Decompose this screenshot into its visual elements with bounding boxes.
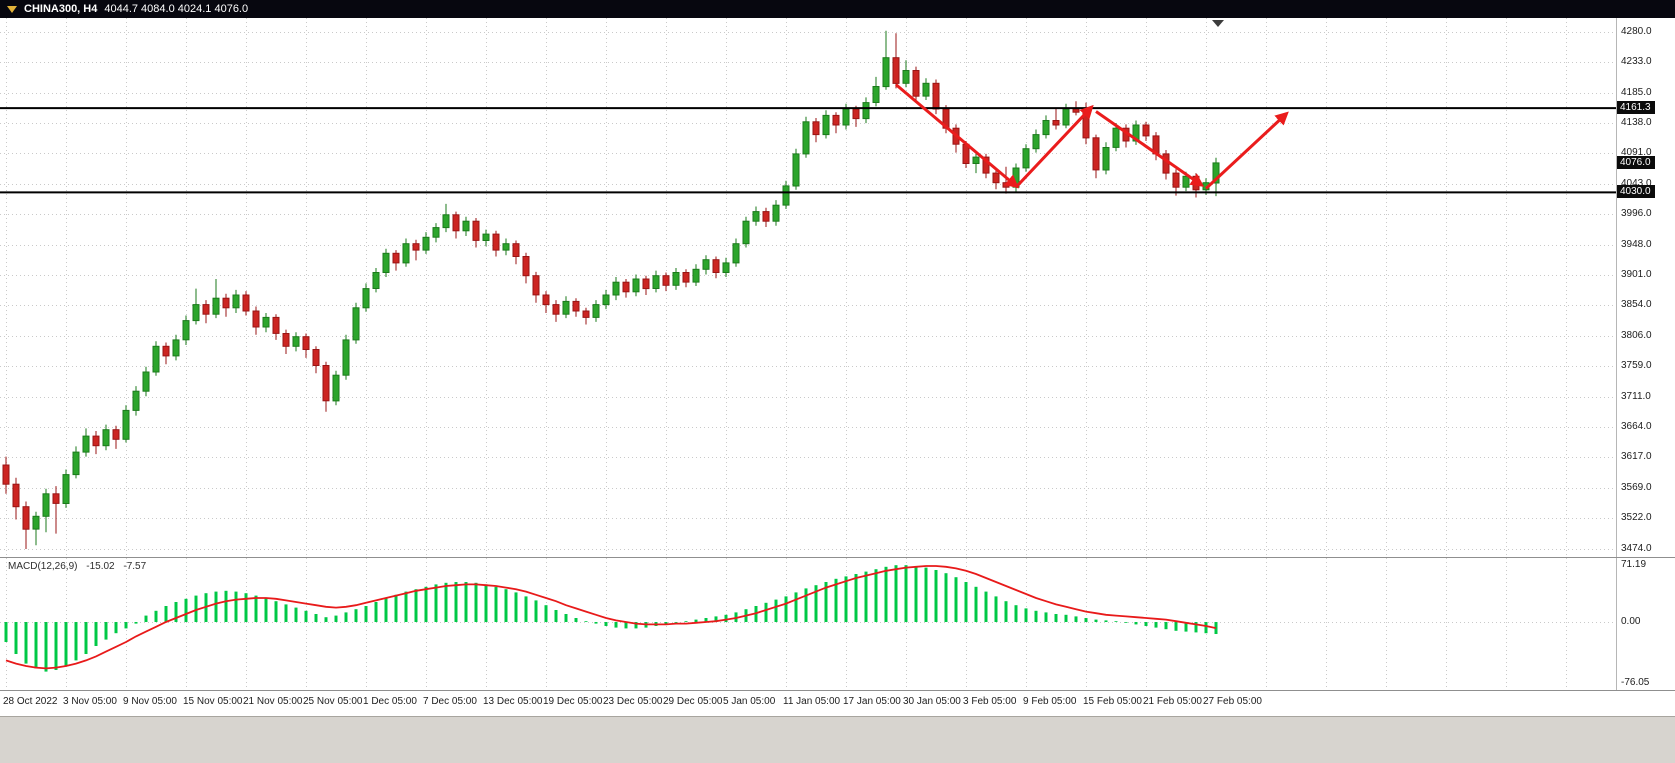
macd-tick-label: -76.05 (1621, 676, 1650, 688)
macd-plot[interactable] (0, 558, 1675, 690)
time-label: 15 Feb 05:00 (1083, 696, 1142, 707)
time-label: 21 Nov 05:00 (243, 696, 303, 707)
price-tick-label: 3901.0 (1621, 269, 1652, 281)
chart-titlebar[interactable]: CHINA300, H4 4044.7 4084.0 4024.1 4076.0 (0, 0, 1675, 18)
time-label: 1 Dec 05:00 (363, 696, 417, 707)
symbol-dropdown-icon (7, 5, 17, 13)
time-label: 13 Dec 05:00 (483, 696, 543, 707)
price-tick-label: 3569.0 (1621, 482, 1652, 494)
price-tick-label: 4043.0 (1621, 178, 1652, 190)
time-label: 28 Oct 2022 (3, 696, 58, 707)
time-label: 11 Jan 05:00 (783, 696, 841, 707)
time-label: 29 Dec 05:00 (663, 696, 723, 707)
trend-arrow[interactable] (895, 83, 1019, 189)
macd-signal-value: -7.57 (123, 561, 147, 572)
chart-title-symbol: CHINA300, H4 (24, 3, 98, 15)
macd-indicator-label: MACD(12,26,9) -15.02 -7.57 (8, 561, 152, 572)
chart-shift-marker[interactable] (1212, 20, 1224, 27)
time-label: 19 Dec 05:00 (543, 696, 603, 707)
price-tick-label: 3522.0 (1621, 512, 1652, 524)
time-label: 9 Nov 05:00 (123, 696, 177, 707)
price-chart-area[interactable]: 4280.0 4233.0 4185.0 4138.0 4091.0 4043.0 3996… (0, 18, 1675, 557)
price-tick-label: 4233.0 (1621, 56, 1652, 68)
time-label: 23 Dec 05:00 (603, 696, 663, 707)
time-label: 7 Dec 05:00 (423, 696, 477, 707)
time-label: 17 Jan 05:00 (843, 696, 901, 707)
trend-arrow[interactable] (1014, 104, 1094, 189)
price-tick-label: 3664.0 (1621, 421, 1652, 433)
time-label: 3 Nov 05:00 (63, 696, 117, 707)
time-label: 9 Feb 05:00 (1023, 696, 1077, 707)
trend-arrow[interactable] (1204, 111, 1289, 190)
price-tick-label: 3617.0 (1621, 451, 1652, 463)
candlestick-plot[interactable] (0, 18, 1675, 557)
time-label: 30 Jan 05:00 (903, 696, 961, 707)
macd-tick-label: 0.00 (1621, 616, 1641, 627)
macd-main-value: -15.02 (86, 561, 115, 572)
price-tick-label: 4138.0 (1621, 117, 1652, 129)
macd-tick-label: 71.19 (1621, 559, 1647, 571)
price-tick-label: 4091.0 (1621, 147, 1652, 159)
time-label: 15 Nov 05:00 (183, 696, 243, 707)
price-tick-label: 3996.0 (1621, 208, 1652, 220)
macd-name: MACD(12,26,9) (8, 561, 78, 572)
time-label: 27 Feb 05:00 (1203, 696, 1262, 707)
time-axis[interactable]: 28 Oct 2022 3 Nov 05:00 9 Nov 05:00 15 Nov … (0, 691, 1675, 716)
macd-panel[interactable]: MACD(12,26,9) -15.02 -7.57 71.19 0.00 -76.… (0, 557, 1675, 691)
time-label: 21 Feb 05:00 (1143, 696, 1202, 707)
candles (2, 30, 1220, 549)
price-tag: 4076.0 (1617, 155, 1655, 169)
macd-signal-line (5, 565, 1217, 670)
time-label: 5 Jan 05:00 (723, 696, 776, 707)
window-bottom-strip (0, 716, 1675, 763)
price-tick-label: 4280.0 (1621, 26, 1652, 37)
price-tag: 4161.3 (1617, 101, 1655, 115)
time-label: 3 Feb 05:00 (963, 696, 1017, 707)
price-tick-label: 3948.0 (1621, 238, 1652, 250)
time-label: 25 Nov 05:00 (303, 696, 363, 707)
price-tick-label: 3759.0 (1621, 360, 1652, 372)
price-tick-label: 4185.0 (1621, 86, 1652, 98)
trend-arrow[interactable] (1095, 110, 1205, 187)
price-tick-label: 3474.0 (1621, 543, 1652, 554)
price-tag: 4030.0 (1617, 185, 1655, 199)
price-tick-label: 3806.0 (1621, 330, 1652, 342)
price-tick-label: 3711.0 (1621, 390, 1651, 402)
chart-title-ohlc: 4044.7 4084.0 4024.1 4076.0 (104, 3, 249, 15)
price-tick-label: 3854.0 (1621, 299, 1652, 311)
